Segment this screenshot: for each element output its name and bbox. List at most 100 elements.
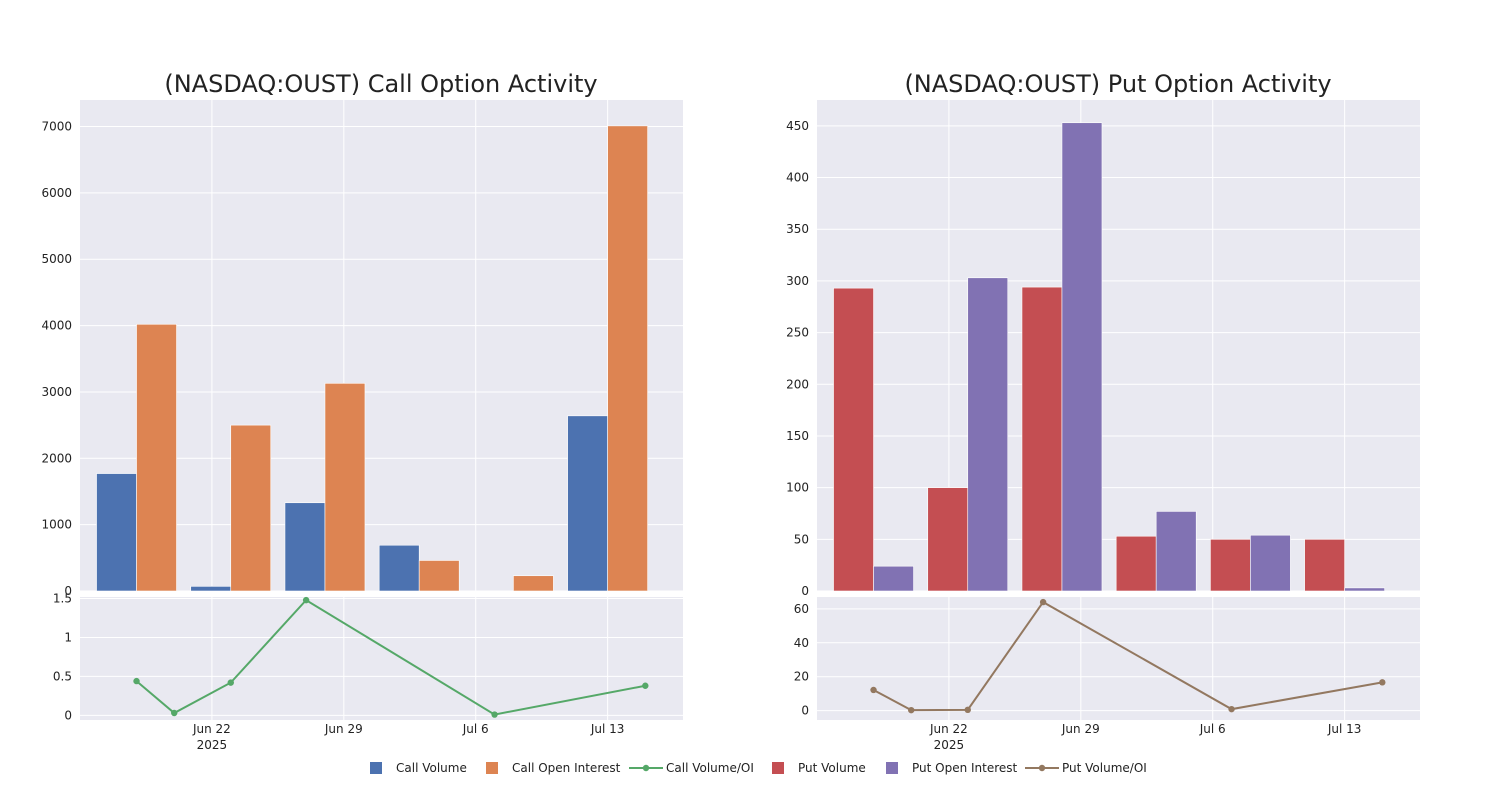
call-panel: (NASDAQ:OUST) Call Option Activity 0 1000 2… [41, 70, 683, 752]
ratio-y-tick-label: 0 [801, 704, 809, 718]
y-tick-label: 7000 [41, 120, 72, 134]
ratio-point [491, 711, 498, 718]
x-tick-label: Jul 13 [590, 722, 625, 736]
y-tick-label: 2000 [41, 451, 72, 465]
bar-put-open-interest [967, 277, 1009, 592]
legend-label: Call Open Interest [512, 761, 621, 775]
legend-label: Put Volume/OI [1062, 761, 1147, 775]
y-tick-label: 50 [794, 532, 809, 546]
put-panel: (NASDAQ:OUST) Put Option Activity 0 50 100 1… [786, 70, 1420, 752]
legend-marker [1038, 764, 1046, 772]
bar-call-open-interest [230, 424, 272, 592]
legend-label: Call Volume [396, 761, 467, 775]
bar-call-volume [96, 473, 137, 592]
ratio-point [1228, 705, 1235, 713]
legend-item: Put Open Interest [886, 761, 1018, 775]
x-tick-label: Jul 6 [1199, 722, 1226, 736]
ratio-point [227, 679, 234, 686]
ratio-y-tick-label: 20 [794, 670, 809, 684]
y-tick-label: 3000 [41, 385, 72, 399]
bar-call-open-interest [324, 383, 366, 592]
legend-label: Put Volume [798, 761, 866, 775]
ratio-point [302, 596, 310, 604]
bar-put-open-interest [1155, 511, 1197, 592]
ratio-y-tick-label: 1 [64, 630, 72, 644]
legend: Call Volume Call Open Interest Call Volume… [370, 761, 1147, 775]
y-tick-label: 200 [786, 377, 809, 391]
legend-item: Put Volume [772, 761, 866, 775]
bar-call-volume [378, 544, 420, 592]
ratio-y-tick-label: 0.5 [53, 669, 72, 683]
bar-call-volume [567, 415, 608, 592]
ratio-point [1379, 679, 1386, 686]
legend-swatch [370, 762, 382, 774]
ratio-y-tick-label: 1.5 [53, 592, 72, 606]
x-tick-year-label: 2025 [934, 738, 965, 752]
bar-call-volume [284, 502, 326, 592]
legend-item: Put Volume/OI [1025, 761, 1147, 775]
chart-title: (NASDAQ:OUST) Call Option Activity [164, 70, 597, 98]
bar-put-volume [1021, 286, 1063, 592]
y-tick-label: 450 [786, 119, 809, 133]
ratio-point [133, 677, 140, 685]
y-tick-label: 0 [801, 584, 809, 598]
x-tick-label: Jul 13 [1327, 722, 1362, 736]
y-tick-label: 1000 [41, 518, 72, 532]
bar-put-open-interest [1344, 587, 1385, 592]
ratio-point [870, 686, 877, 694]
bar-plot-area [817, 100, 1420, 591]
bar-call-open-interest [136, 323, 177, 592]
x-tick-label: Jun 22 [192, 722, 231, 736]
ratio-plot-area [817, 597, 1420, 720]
ratio-y-tick-label: 0 [64, 708, 72, 722]
y-tick-label: 6000 [41, 186, 72, 200]
bar-put-open-interest [1061, 122, 1103, 592]
y-tick-label: 350 [786, 222, 809, 236]
x-tick-label: Jun 29 [1061, 722, 1100, 736]
bar-put-volume [1210, 539, 1251, 592]
y-tick-label: 150 [786, 429, 809, 443]
ratio-plot-area [80, 597, 683, 720]
y-tick-label: 250 [786, 326, 809, 340]
legend-marker [642, 764, 650, 772]
x-tick-label: Jun 29 [324, 722, 363, 736]
legend-swatch [486, 762, 498, 774]
y-tick-label: 400 [786, 171, 809, 185]
bar-put-volume [1304, 539, 1345, 592]
legend-swatch [772, 762, 784, 774]
legend-swatch [886, 762, 898, 774]
x-tick-year-label: 2025 [197, 738, 228, 752]
bar-put-open-interest [873, 565, 914, 592]
y-tick-label: 0 [64, 584, 72, 598]
y-tick-label: 100 [786, 481, 809, 495]
legend-label: Call Volume/OI [666, 761, 754, 775]
bar-call-open-interest [418, 560, 460, 592]
y-tick-label: 4000 [41, 319, 72, 333]
bar-put-volume [1115, 535, 1157, 592]
ratio-point [964, 706, 971, 714]
x-tick-label: Jun 22 [929, 722, 968, 736]
x-tick-label: Jul 6 [462, 722, 489, 736]
legend-item: Call Open Interest [486, 761, 621, 775]
bar-call-volume [190, 586, 232, 592]
legend-item: Call Volume [370, 761, 467, 775]
bar-call-open-interest [513, 575, 554, 592]
legend-item: Call Volume/OI [629, 761, 754, 775]
ratio-point [1039, 598, 1047, 606]
y-tick-label: 300 [786, 274, 809, 288]
ratio-line [135, 598, 646, 716]
y-tick-label: 5000 [41, 252, 72, 266]
legend-label: Put Open Interest [912, 761, 1018, 775]
bar-put-volume [927, 487, 969, 592]
ratio-point [642, 682, 649, 689]
bar-put-open-interest [1250, 534, 1291, 592]
ratio-point [908, 706, 915, 714]
ratio-y-tick-label: 40 [794, 636, 809, 650]
bar-put-volume [833, 287, 874, 592]
bar-call-open-interest [607, 125, 648, 592]
chart-title: (NASDAQ:OUST) Put Option Activity [904, 70, 1331, 98]
ratio-line [873, 600, 1383, 712]
ratio-point [171, 709, 178, 717]
